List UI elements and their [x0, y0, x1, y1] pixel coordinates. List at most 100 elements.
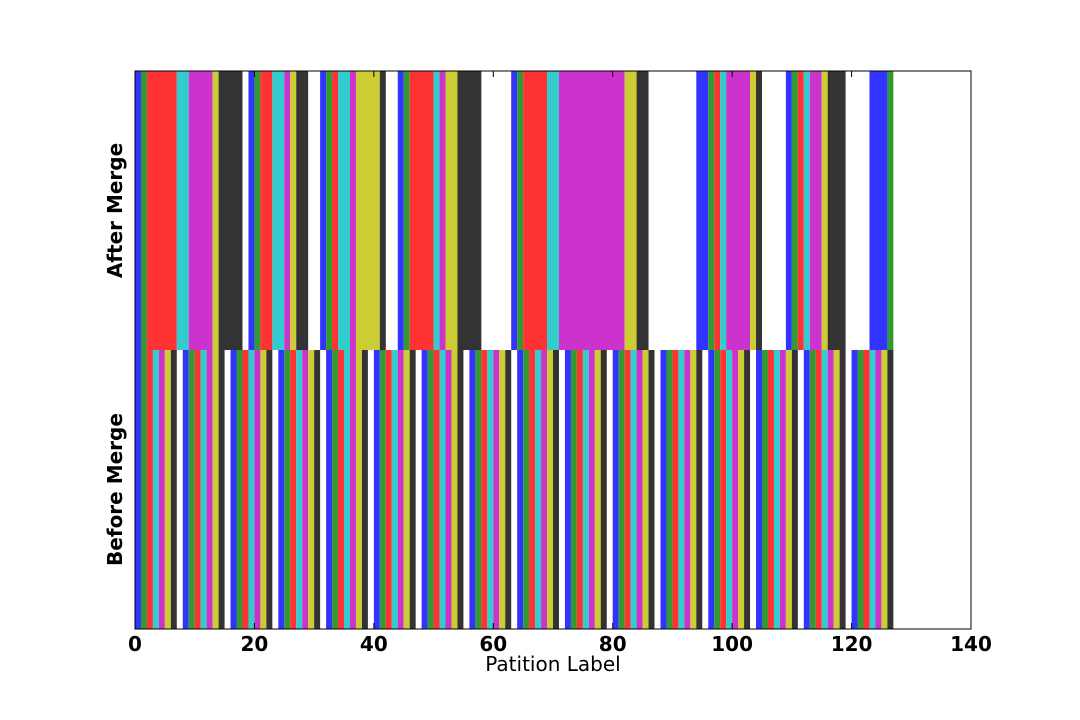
before-merge-segment-23	[290, 350, 297, 629]
before-merge-segment-86	[720, 350, 727, 629]
after-merge-segment-13	[296, 71, 309, 350]
before-merge-segment-102	[827, 350, 834, 629]
before-merge-segment-57	[523, 350, 530, 629]
before-merge-segment-71	[618, 350, 625, 629]
before-merge-segment-68	[594, 350, 601, 629]
before-merge-segment-74	[636, 350, 643, 629]
before-merge-segment-82	[690, 350, 697, 629]
before-merge-segment-17	[248, 350, 255, 629]
after-merge-segment-15	[326, 71, 333, 350]
before-merge-segment-104	[839, 350, 846, 629]
before-merge-segment-55	[505, 350, 512, 629]
after-merge-segment-37	[714, 71, 721, 350]
before-merge-segment-45	[439, 350, 446, 629]
after-merge-segment-20	[379, 71, 386, 350]
before-merge-segment-59	[535, 350, 542, 629]
row-label-after-merge: After Merge	[103, 143, 127, 278]
x-tick-label-120: 120	[831, 632, 873, 656]
before-merge-segment-111	[887, 350, 894, 629]
before-merge-segment-18	[254, 350, 261, 629]
before-merge-segment-106	[857, 350, 864, 629]
before-merge-segment-105	[851, 350, 858, 629]
after-merge-segment-7	[248, 71, 255, 350]
after-merge-segment-22	[403, 71, 410, 350]
before-merge-segment-19	[260, 350, 267, 629]
before-merge-segment-98	[803, 350, 810, 629]
after-merge-segment-17	[338, 71, 350, 350]
after-merge-segment-25	[439, 71, 446, 350]
before-merge-segment-37	[385, 350, 392, 629]
before-merge-segment-38	[391, 350, 398, 629]
before-merge-segment-22	[284, 350, 291, 629]
before-merge-segment-109	[875, 350, 882, 629]
before-merge-segment-87	[726, 350, 733, 629]
before-merge-segment-99	[809, 350, 816, 629]
after-merge-segment-41	[756, 71, 762, 350]
before-merge-segment-48	[457, 350, 464, 629]
after-merge-segment-5	[212, 71, 219, 350]
before-merge-segment-8	[188, 350, 195, 629]
before-merge-segment-69	[600, 350, 607, 629]
before-merge-segment-10	[200, 350, 207, 629]
x-tick-label-0: 0	[128, 632, 142, 656]
before-merge-segment-96	[785, 350, 792, 629]
before-merge-segment-42	[421, 350, 428, 629]
after-merge-segment-44	[797, 71, 804, 350]
before-merge-segment-92	[762, 350, 768, 629]
before-merge-segment-36	[379, 350, 386, 629]
plot-area	[135, 71, 894, 629]
before-merge-segment-41	[409, 350, 416, 629]
after-merge-segment-3	[176, 71, 189, 350]
before-merge-segment-79	[672, 350, 679, 629]
x-tick-label-60: 60	[479, 632, 507, 656]
before-merge-segment-21	[278, 350, 285, 629]
after-merge-segment-46	[809, 71, 822, 350]
after-merge-segment-26	[445, 71, 458, 350]
before-merge-segment-56	[517, 350, 524, 629]
after-merge-segment-2	[146, 71, 177, 350]
before-merge-segment-30	[338, 350, 344, 629]
before-merge-segment-40	[403, 350, 410, 629]
after-merge-segment-12	[290, 71, 297, 350]
before-merge-segment-12	[212, 350, 219, 629]
before-merge-segment-61	[547, 350, 553, 629]
before-merge-segment-76	[648, 350, 655, 629]
before-merge-segment-35	[373, 350, 380, 629]
before-merge-segment-89	[738, 350, 745, 629]
after-merge-segment-40	[750, 71, 757, 350]
after-merge-segment-0	[135, 71, 141, 350]
after-merge-segment-30	[523, 71, 548, 350]
after-merge-segment-23	[409, 71, 434, 350]
after-merge-segment-31	[547, 71, 559, 350]
after-merge-segment-32	[558, 71, 625, 350]
before-merge-segment-103	[833, 350, 840, 629]
before-merge-segment-108	[869, 350, 876, 629]
before-merge-segment-51	[481, 350, 488, 629]
before-merge-segment-80	[678, 350, 685, 629]
before-merge-segment-3	[152, 350, 159, 629]
before-merge-segment-62	[553, 350, 559, 629]
after-merge-segment-1	[140, 71, 147, 350]
after-merge-segment-34	[636, 71, 649, 350]
before-merge-segment-78	[666, 350, 673, 629]
before-merge-segment-1	[140, 350, 147, 629]
before-merge-segment-70	[612, 350, 619, 629]
before-merge-segment-6	[170, 350, 177, 629]
before-merge-segment-110	[881, 350, 888, 629]
after-merge-segment-42	[785, 71, 792, 350]
before-merge-segment-2	[146, 350, 153, 629]
before-merge-segment-67	[588, 350, 595, 629]
after-merge-segment-14	[320, 71, 327, 350]
before-merge-segment-29	[332, 350, 339, 629]
before-merge-segment-93	[767, 350, 774, 629]
before-merge-segment-64	[570, 350, 577, 629]
before-merge-segment-75	[642, 350, 649, 629]
after-merge-segment-27	[457, 71, 482, 350]
before-merge-segment-73	[630, 350, 637, 629]
before-merge-segment-53	[493, 350, 500, 629]
after-merge-segment-39	[726, 71, 751, 350]
before-merge-segment-66	[582, 350, 589, 629]
before-merge-segment-26	[308, 350, 315, 629]
before-merge-segment-95	[779, 350, 786, 629]
x-tick-label-140: 140	[950, 632, 992, 656]
